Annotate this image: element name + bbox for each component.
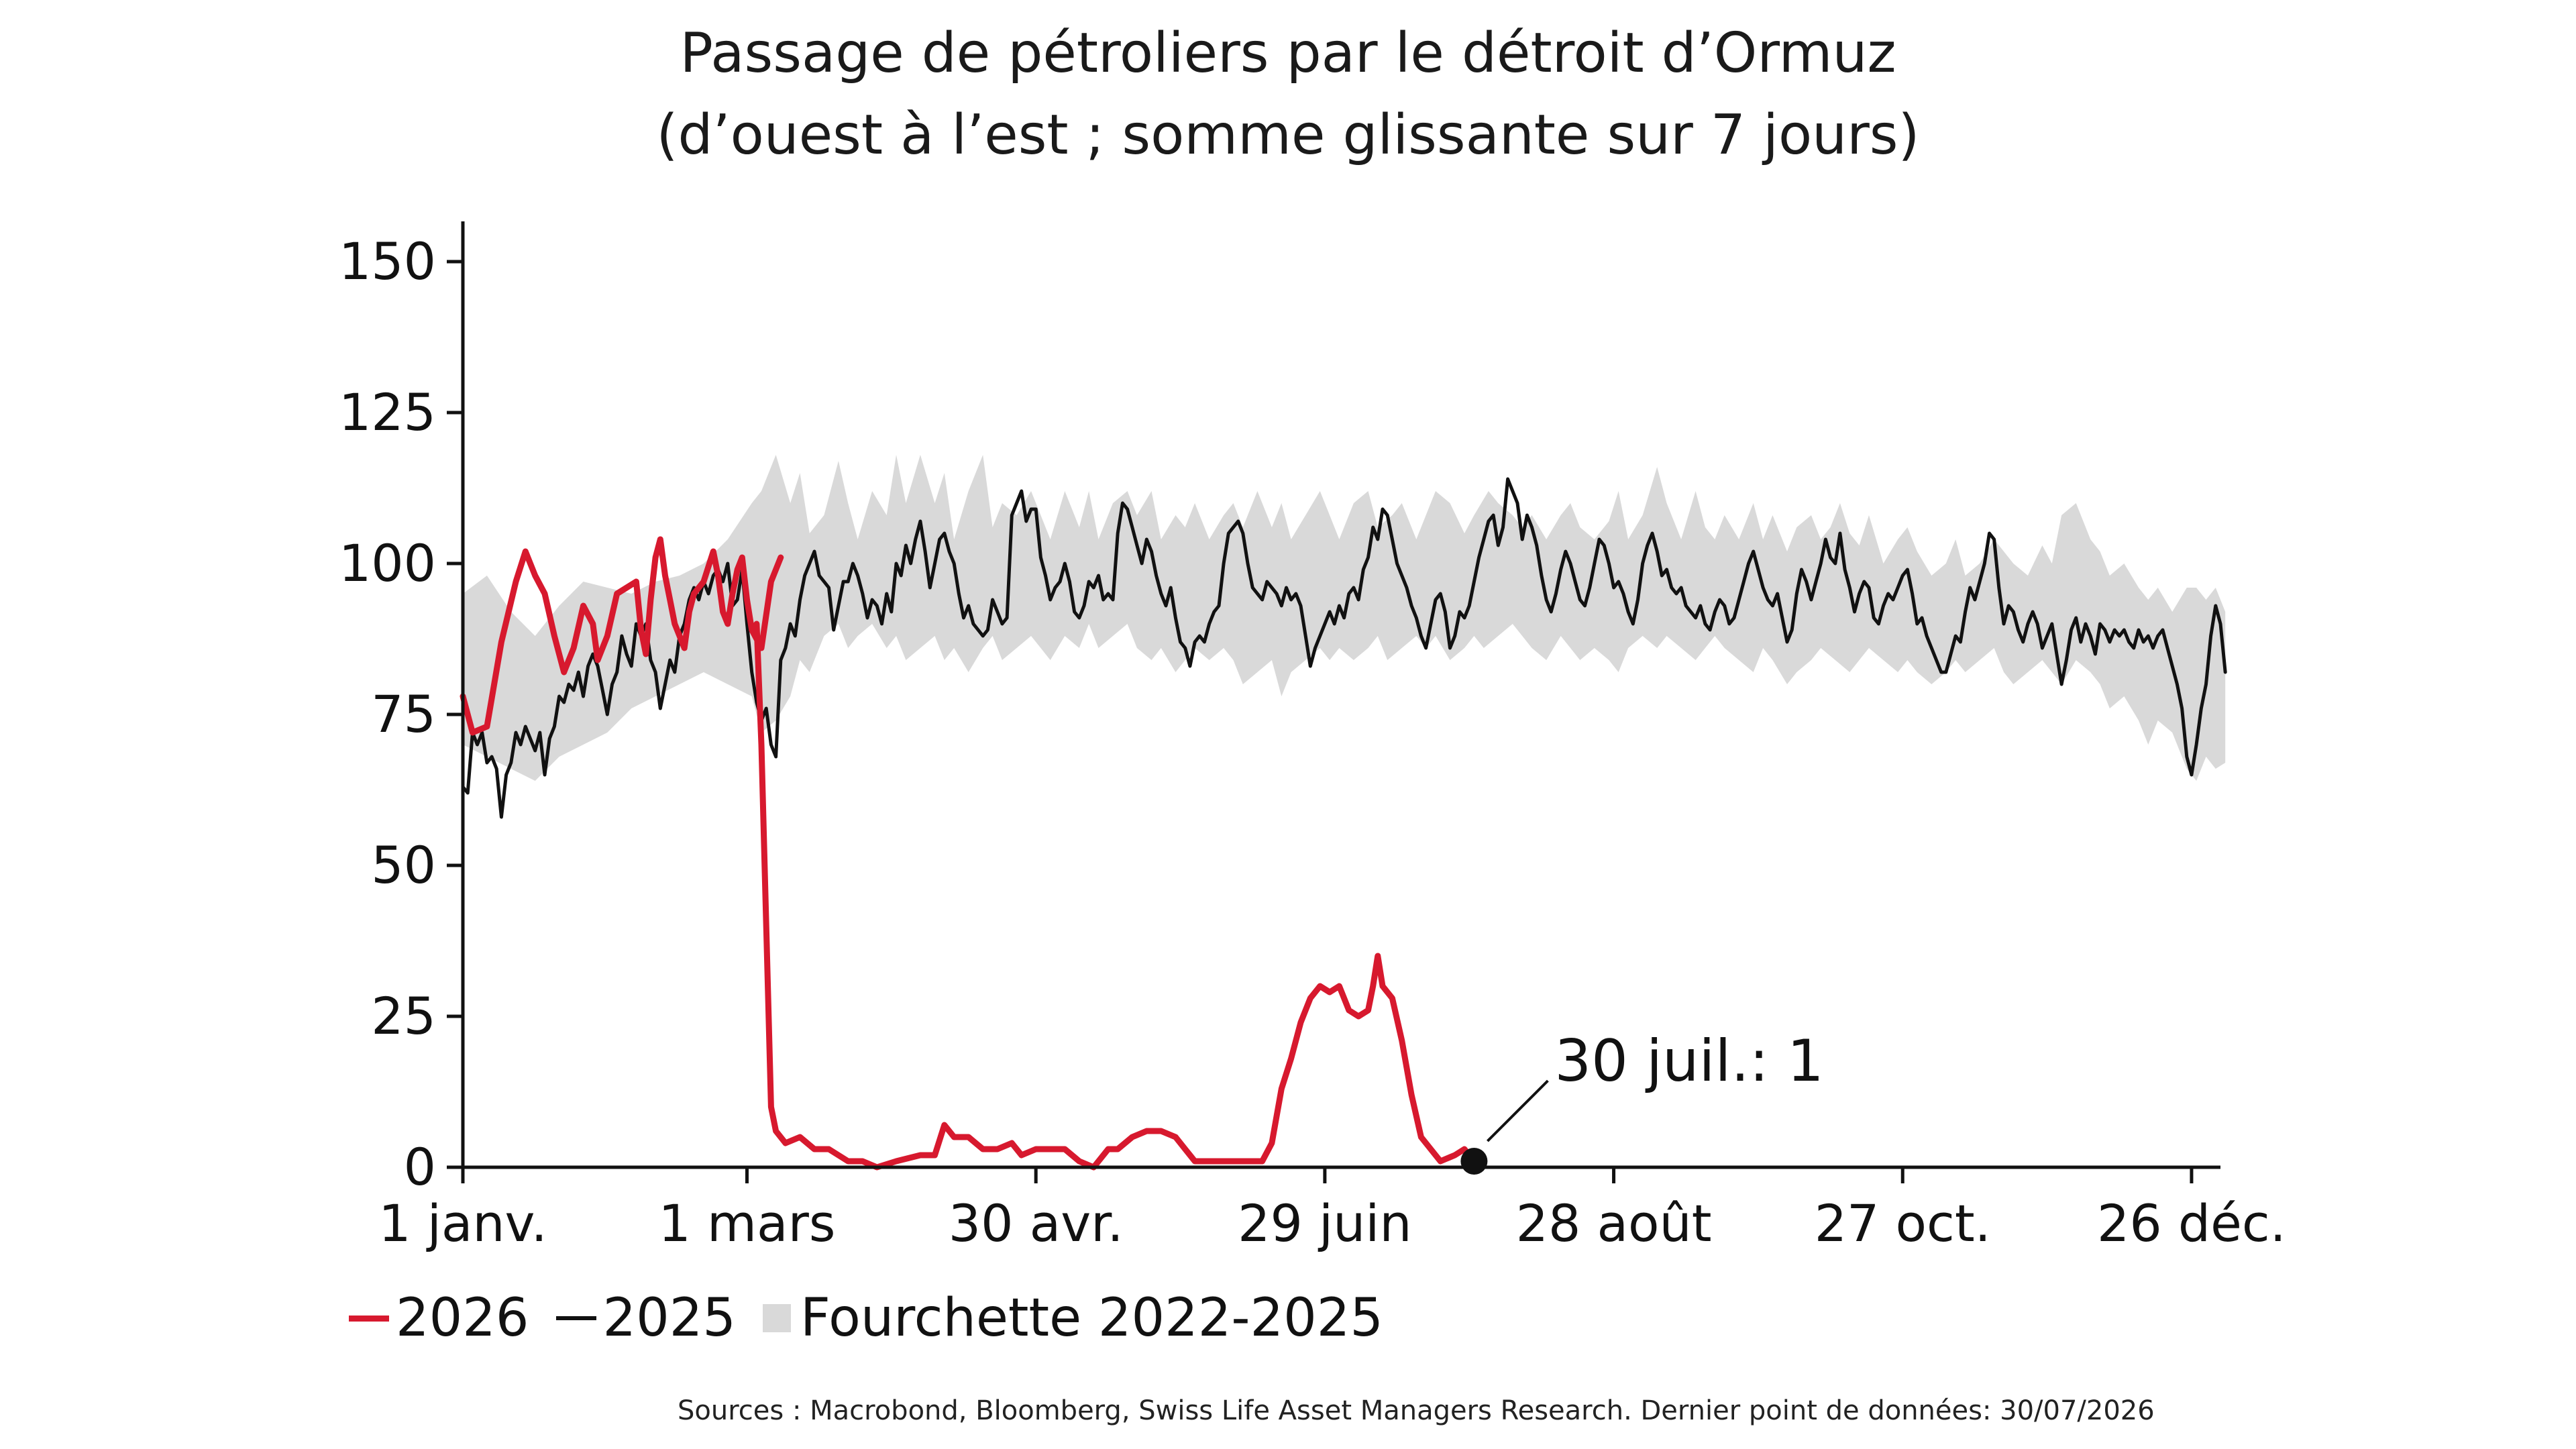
series-line-2025 [461,477,2227,819]
series-line-2026 [460,536,1477,1171]
legend-item-2026: 2026 [349,1288,529,1348]
x-tick-label: 26 déc. [2097,1193,2286,1253]
legend-label-2026: 2026 [396,1288,529,1348]
last-point-marker [1460,1148,1488,1175]
legend-label-range: Fourchette 2022-2025 [800,1288,1384,1348]
annotation-label: 30 juil.: 1 [1554,1028,1823,1095]
y-tick-label: 75 [371,684,436,744]
source-note: Sources : Macrobond, Bloomberg, Swiss Li… [678,1395,2155,1426]
chart-title: Passage de pétroliers par le détroit d’O… [680,21,1896,85]
legend: 2026 2025 Fourchette 2022-2025 [349,1288,1410,1348]
annotation-leader [1486,1079,1549,1142]
x-tick-label: 29 juin [1238,1193,1411,1253]
x-tick-label: 1 janv. [378,1193,547,1253]
legend-swatch-range [763,1304,792,1332]
y-tick-label: 50 [371,835,436,895]
chart-subtitle: (d’ouest à l’est ; somme glissante sur 7… [656,103,1920,167]
axes: 0 25 50 75 100 125 150 1 janv. 1 mars 30 avr. 29 j… [339,221,2286,1253]
legend-item-range: Fourchette 2022-2025 [763,1288,1383,1348]
line-chart: 0 25 50 75 100 125 150 1 janv. 1 mars 30 avr. 29 j… [339,221,2286,1253]
legend-swatch-2026 [349,1315,389,1322]
y-tick-label: 0 [404,1137,436,1197]
x-tick-label: 28 août [1516,1193,1712,1253]
series-layer [460,477,2227,1171]
x-tick-label: 30 avr. [949,1193,1124,1253]
y-tick-label: 100 [339,533,436,593]
legend-item-2025: 2025 [555,1288,737,1348]
legend-label-2025: 2025 [602,1288,737,1348]
legend-swatch-2025 [555,1316,596,1320]
x-tick-label: 1 mars [659,1193,836,1253]
annotation: 30 juil.: 1 [1460,1028,1824,1175]
y-tick-label: 25 [371,986,436,1046]
y-tick-label: 150 [339,231,436,291]
y-tick-label: 125 [339,382,436,442]
x-tick-label: 27 oct. [1815,1193,1991,1253]
